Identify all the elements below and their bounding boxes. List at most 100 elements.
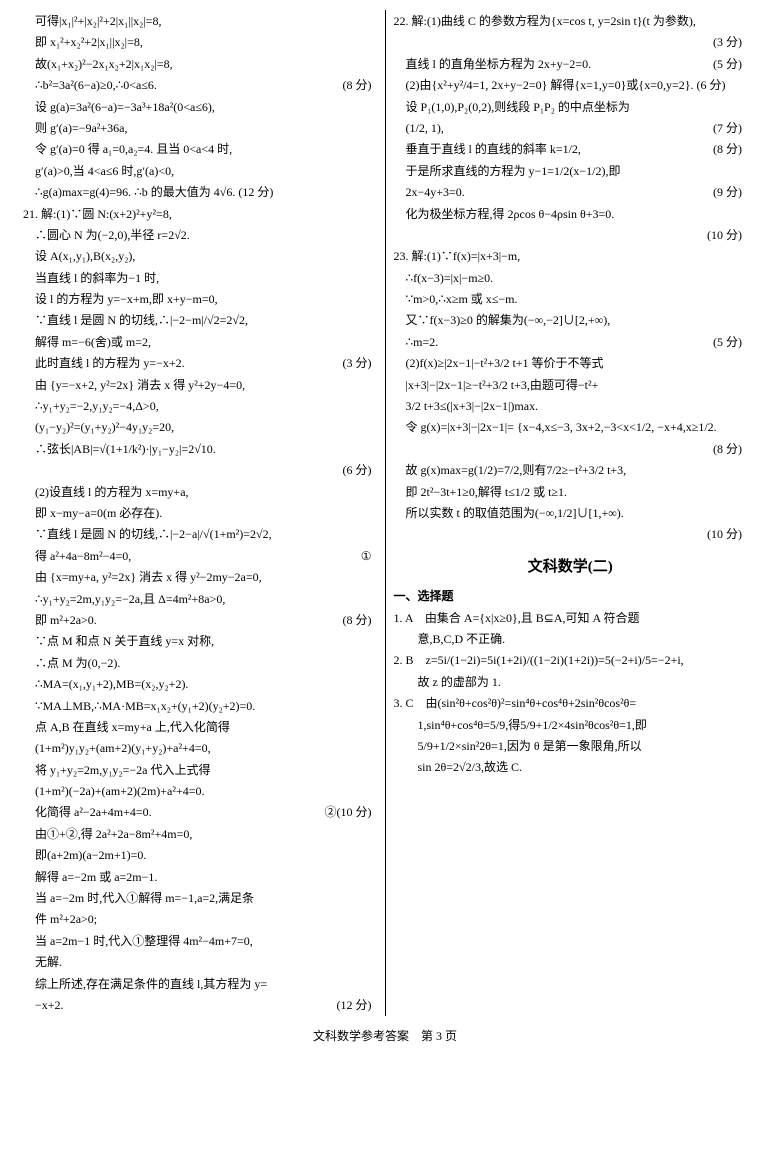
score: (10 分) xyxy=(707,225,742,245)
text: 设 g(a)=3a²(6−a)=−3a³+18a²(0<a≤6), xyxy=(23,97,377,117)
text: 由 {x=my+a, y²=2x} 消去 x 得 y²−2my−2a=0, xyxy=(23,567,377,587)
text: ∴b²=3a²(6−a)≥0,∴0<a≤6. (8 分) xyxy=(23,75,377,95)
txt: 2x−4y+3=0. xyxy=(406,185,465,199)
text: 所以实数 t 的取值范围为(−∞,1/2]∪[1,+∞). xyxy=(394,503,748,523)
text: (2)f(x)≥|2x−1|−t²+3/2 t+1 等价于不等式 xyxy=(394,353,748,373)
txt: 直线 l 的直角坐标方程为 2x+y−2=0. xyxy=(406,57,592,71)
text: 直线 l 的直角坐标方程为 2x+y−2=0. (5 分) xyxy=(394,54,748,74)
q21: 21. 解:(1)∵圆 N:(x+2)²+y²=8, xyxy=(23,204,377,224)
text: 点 A,B 在直线 x=my+a 上,代入化简得 xyxy=(23,717,377,737)
text: 设 P₁(1,0),P₂(0,2),则线段 P₁P₂ 的中点坐标为 xyxy=(394,97,748,117)
text: 即 2t²−3t+1≥0,解得 t≤1/2 或 t≥1. xyxy=(394,482,748,502)
text: (1/2, 1), (7 分) xyxy=(394,118,748,138)
txt: (1/2, 1), xyxy=(406,121,444,135)
text: ∴y₁+y₂=−2,y₁y₂=−4,Δ>0, xyxy=(23,396,377,416)
text: ∴g(a)max=g(4)=96. ∴b 的最大值为 4√6. (12 分) xyxy=(23,182,377,202)
text: 故 g(x)max=g(1/2)=7/2,则有7/2≥−t²+3/2 t+3, xyxy=(394,460,748,480)
score: (8 分) xyxy=(713,439,742,459)
text: 件 m²+2a>0; xyxy=(23,909,377,929)
text: 此时直线 l 的方程为 y=−x+2. (3 分) xyxy=(23,353,377,373)
score: (5 分) xyxy=(713,54,742,74)
answer-1: 1. A 由集合 A={x|x≥0},且 B⊆A,可知 A 符合题 xyxy=(394,608,748,628)
text: 化为极坐标方程,得 2ρcos θ−4ρsin θ+3=0. xyxy=(394,204,748,224)
score: (8 分) xyxy=(713,139,742,159)
text: 当 a=2m−1 时,代入①整理得 4m²−4m+7=0, xyxy=(23,931,377,951)
score: (7 分) xyxy=(713,118,742,138)
text: −x+2. (12 分) xyxy=(23,995,377,1015)
text: 即 x₁²+x₂²+2|x₁||x₂|=8, xyxy=(23,32,377,52)
text: 即 x−my−a=0(m 必存在). xyxy=(23,503,377,523)
text: 由 {y=−x+2, y²=2x} 消去 x 得 y²+2y−4=0, xyxy=(23,375,377,395)
txt: 化简得 a²−2a+4m+4=0. xyxy=(35,805,152,819)
answer-3: 3. C 由(sin²θ+cos²θ)²=sin⁴θ+cos⁴θ+2sin²θc… xyxy=(394,693,748,713)
mark: ②(10 分) xyxy=(325,802,372,822)
answer-2b: 故 z 的虚部为 1. xyxy=(394,672,748,692)
txt: 即 m²+2a>0. xyxy=(35,613,97,627)
score: (9 分) xyxy=(713,182,742,202)
text: (10 分) xyxy=(394,225,748,245)
answer-1b: 意,B,C,D 不正确. xyxy=(394,629,748,649)
text: 当直线 l 的斜率为−1 时, xyxy=(23,268,377,288)
answer-3b: 1,sin⁴θ+cos⁴θ=5/9,得5/9+1/2×4sin²θcos²θ=1… xyxy=(394,715,748,735)
text: 无解. xyxy=(23,952,377,972)
text: (1+m²)y₁y₂+(am+2)(y₁+y₂)+a²+4=0, xyxy=(23,738,377,758)
text: 2x−4y+3=0. (9 分) xyxy=(394,182,748,202)
text: (6 分) xyxy=(23,460,377,480)
text: 于是所求直线的方程为 y−1=1/2(x−1/2),即 xyxy=(394,161,748,181)
txt: 垂直于直线 l 的直线的斜率 k=1/2, xyxy=(406,142,581,156)
text: ∴y₁+y₂=2m,y₁y₂=−2a,且 Δ=4m²+8a>0, xyxy=(23,589,377,609)
txt: ∴b²=3a²(6−a)≥0,∴0<a≤6. xyxy=(35,78,157,92)
page-footer: 文科数学参考答案 第 3 页 xyxy=(15,1026,755,1046)
text: (10 分) xyxy=(394,524,748,544)
score: (8 分) xyxy=(343,75,372,95)
text: 令 g(x)=|x+3|−|2x−1|= {x−4,x≤−3, 3x+2,−3<… xyxy=(394,417,748,437)
score: (12 分) xyxy=(337,995,372,1015)
text: 则 g′(a)=−9a²+36a, xyxy=(23,118,377,138)
score: (6 分) xyxy=(343,460,372,480)
mark: ① xyxy=(361,546,372,566)
text: 综上所述,存在满足条件的直线 l,其方程为 y= xyxy=(23,974,377,994)
text: 设 l 的方程为 y=−x+m,即 x+y−m=0, xyxy=(23,289,377,309)
text: ∴MA=(x₁,y₁+2),MB=(x₂,y₂+2). xyxy=(23,674,377,694)
text: 由①+②,得 2a²+2a−8m²+4m=0, xyxy=(23,824,377,844)
text: ∴圆心 N 为(−2,0),半径 r=2√2. xyxy=(23,225,377,245)
text: 解得 m=−6(舍)或 m=2, xyxy=(23,332,377,352)
score: (3 分) xyxy=(343,353,372,373)
txt: −x+2. xyxy=(35,998,64,1012)
section-title: 文科数学(二) xyxy=(394,555,748,581)
text: (2)设直线 l 的方程为 x=my+a, xyxy=(23,482,377,502)
text: 解得 a=−2m 或 a=2m−1. xyxy=(23,867,377,887)
text: 即(a+2m)(a−2m+1)=0. xyxy=(23,845,377,865)
text: ∴m=2. (5 分) xyxy=(394,332,748,352)
q23: 23. 解:(1)∵f(x)=|x+3|−m, xyxy=(394,246,748,266)
answer-3c: 5/9+1/2×sin²2θ=1,因为 θ 是第一象限角,所以 xyxy=(394,736,748,756)
text: 又∵f(x−3)≥0 的解集为(−∞,−2]∪[2,+∞), xyxy=(394,310,748,330)
answer-2: 2. B z=5i/(1−2i)=5i(1+2i)/((1−2i)(1+2i))… xyxy=(394,650,748,670)
txt: 此时直线 l 的方程为 y=−x+2. xyxy=(35,356,185,370)
text: 将 y₁+y₂=2m,y₁y₂=−2a 代入上式得 xyxy=(23,760,377,780)
text: ∵MA⊥MB,∴MA·MB=x₁x₂+(y₁+2)(y₂+2)=0. xyxy=(23,696,377,716)
text: (8 分) xyxy=(394,439,748,459)
text: 得 a²+4a−8m²−4=0,① xyxy=(23,546,377,566)
q22: 22. 解:(1)曲线 C 的参数方程为{x=cos t, y=2sin t}(… xyxy=(394,11,748,31)
text: 3/2 t+3≤(|x+3|−|2x−1|)max. xyxy=(394,396,748,416)
text: (2)由{x²+y²/4=1, 2x+y−2=0} 解得{x=1,y=0}或{x… xyxy=(394,75,748,95)
text: 即 m²+2a>0.(8 分) xyxy=(23,610,377,630)
txt: ∴m=2. xyxy=(406,335,439,349)
text: ∵点 M 和点 N 关于直线 y=x 对称, xyxy=(23,631,377,651)
text: (3 分) xyxy=(394,32,748,52)
text: 当 a=−2m 时,代入①解得 m=−1,a=2,满足条 xyxy=(23,888,377,908)
text: |x+3|−|2x−1|≥−t²+3/2 t+3,由题可得−t²+ xyxy=(394,375,748,395)
score: (10 分) xyxy=(707,524,742,544)
score: (5 分) xyxy=(713,332,742,352)
text: (1+m²)(−2a)+(am+2)(2m)+a²+4=0. xyxy=(23,781,377,801)
text: 故(x₁+x₂)²−2x₁x₂+2|x₁x₂|=8, xyxy=(23,54,377,74)
text: 化简得 a²−2a+4m+4=0. ②(10 分) xyxy=(23,802,377,822)
text: 垂直于直线 l 的直线的斜率 k=1/2, (8 分) xyxy=(394,139,748,159)
answer-3d: sin 2θ=2√2/3,故选 C. xyxy=(394,757,748,777)
text: ∴f(x−3)=|x|−m≥0. xyxy=(394,268,748,288)
text: ∵直线 l 是圆 N 的切线,∴|−2−m|/√2=2√2, xyxy=(23,310,377,330)
text: ∵m>0,∴x≥m 或 x≤−m. xyxy=(394,289,748,309)
text: 令 g′(a)=0 得 a₁=0,a₂=4. 且当 0<a<4 时, xyxy=(23,139,377,159)
text: (y₁−y₂)²=(y₁+y₂)²−4y₁y₂=20, xyxy=(23,417,377,437)
